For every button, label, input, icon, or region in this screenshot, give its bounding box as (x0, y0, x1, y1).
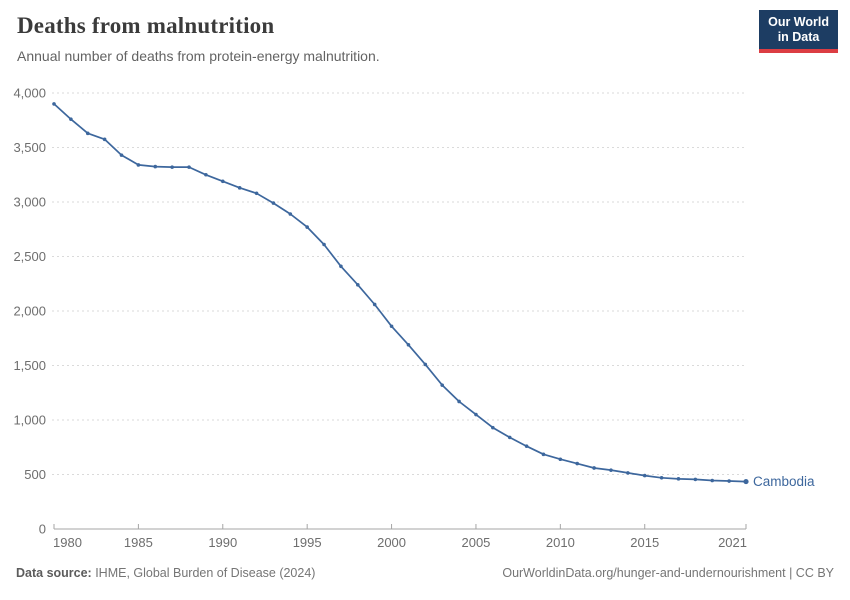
y-axis-tick-label: 3,500 (13, 140, 46, 155)
data-point (592, 466, 596, 470)
owid-logo-line1: Our World (768, 15, 829, 29)
x-axis-tick-label: 2015 (630, 535, 659, 550)
data-source-text: IHME, Global Burden of Disease (2024) (91, 566, 316, 580)
x-axis-tick-label: 1995 (293, 535, 322, 550)
data-point (153, 164, 158, 169)
data-point (271, 201, 276, 205)
chart-subtitle: Annual number of deaths from protein-ene… (17, 48, 380, 64)
data-point (389, 324, 394, 329)
y-axis-tick-label: 2,000 (13, 304, 46, 319)
y-axis-tick-label: 0 (39, 522, 46, 537)
data-point (541, 452, 546, 457)
owid-logo-line2: in Data (777, 30, 820, 44)
data-point (474, 412, 478, 417)
data-point (102, 137, 107, 142)
data-point (693, 477, 698, 482)
data-source-note: Data source: IHME, Global Burden of Dise… (16, 566, 315, 580)
data-point (372, 302, 377, 307)
data-point (69, 117, 73, 121)
data-point (305, 225, 309, 229)
data-point (220, 179, 225, 184)
data-point (575, 461, 580, 466)
x-axis-tick-label: 2000 (377, 535, 406, 550)
chart-header: Deaths from malnutrition Annual number o… (17, 13, 380, 64)
y-axis-tick-label: 1,000 (13, 413, 46, 428)
data-point (524, 444, 529, 448)
credit-link[interactable]: OurWorldinData.org/hunger-and-undernouri… (502, 566, 834, 580)
data-point (642, 473, 647, 478)
data-point (85, 131, 90, 136)
x-axis-tick-label: 2021 (718, 535, 747, 550)
entity-label: Cambodia (753, 474, 815, 489)
x-axis-tick-label: 1990 (208, 535, 237, 550)
data-point (322, 242, 326, 247)
data-point (119, 153, 124, 157)
owid-logo[interactable]: Our World in Data (759, 10, 838, 53)
y-axis-tick-label: 4,000 (13, 86, 46, 101)
x-axis-tick-label: 1985 (124, 535, 153, 550)
data-point (710, 478, 715, 483)
y-axis-tick-label: 500 (24, 467, 46, 482)
data-source-label: Data source: (16, 566, 92, 580)
y-axis-tick-label: 3,000 (13, 195, 46, 210)
data-point (626, 471, 630, 475)
data-point (423, 362, 428, 367)
data-point (558, 457, 563, 462)
y-axis-tick-label: 1,500 (13, 358, 46, 373)
chart-footer: Data source: IHME, Global Burden of Dise… (16, 566, 834, 580)
data-point (609, 468, 613, 472)
data-point (659, 475, 664, 480)
data-point (204, 172, 208, 177)
data-point (339, 264, 343, 269)
data-point (676, 477, 681, 481)
data-point (457, 399, 461, 404)
data-point (491, 425, 495, 430)
data-point (254, 191, 259, 196)
data-point (356, 283, 360, 287)
data-point (52, 102, 56, 106)
data-point (727, 479, 731, 483)
data-point (170, 165, 174, 169)
y-axis-tick-label: 2,500 (13, 249, 46, 264)
data-point (440, 383, 444, 387)
x-axis-tick-label: 2005 (461, 535, 490, 550)
data-point (743, 478, 749, 485)
data-point (406, 342, 411, 347)
data-point (136, 163, 141, 167)
x-axis-tick-label: 1980 (53, 535, 82, 550)
data-point (187, 165, 191, 169)
x-axis-tick-label: 2010 (546, 535, 575, 550)
data-point (288, 212, 293, 216)
data-line-cambodia (53, 103, 747, 483)
chart-title: Deaths from malnutrition (17, 13, 275, 38)
data-point (237, 186, 242, 190)
data-point (507, 435, 512, 440)
